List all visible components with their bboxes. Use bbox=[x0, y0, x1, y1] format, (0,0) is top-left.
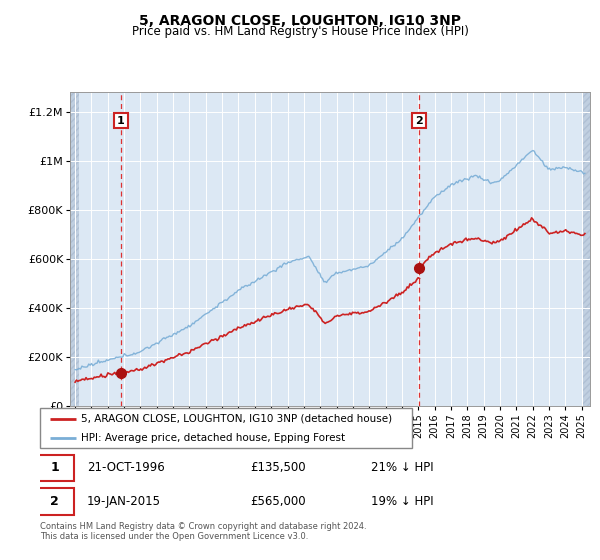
Text: 5, ARAGON CLOSE, LOUGHTON, IG10 3NP: 5, ARAGON CLOSE, LOUGHTON, IG10 3NP bbox=[139, 14, 461, 28]
FancyBboxPatch shape bbox=[35, 455, 74, 481]
Text: 2: 2 bbox=[415, 115, 423, 125]
Text: 1: 1 bbox=[50, 461, 59, 474]
Text: HPI: Average price, detached house, Epping Forest: HPI: Average price, detached house, Eppi… bbox=[81, 433, 345, 443]
Text: 5, ARAGON CLOSE, LOUGHTON, IG10 3NP (detached house): 5, ARAGON CLOSE, LOUGHTON, IG10 3NP (det… bbox=[81, 414, 392, 424]
FancyBboxPatch shape bbox=[35, 488, 74, 515]
Text: 19% ↓ HPI: 19% ↓ HPI bbox=[371, 495, 434, 508]
Text: 2: 2 bbox=[50, 495, 59, 508]
Text: £565,000: £565,000 bbox=[250, 495, 305, 508]
Text: 21% ↓ HPI: 21% ↓ HPI bbox=[371, 461, 434, 474]
Text: £135,500: £135,500 bbox=[250, 461, 305, 474]
Text: 1: 1 bbox=[117, 115, 125, 125]
FancyBboxPatch shape bbox=[40, 408, 412, 448]
Text: Price paid vs. HM Land Registry's House Price Index (HPI): Price paid vs. HM Land Registry's House … bbox=[131, 25, 469, 38]
Bar bbox=[70, 92, 79, 406]
Bar bbox=[581, 92, 590, 406]
Text: Contains HM Land Registry data © Crown copyright and database right 2024.
This d: Contains HM Land Registry data © Crown c… bbox=[40, 522, 367, 542]
Text: 21-OCT-1996: 21-OCT-1996 bbox=[87, 461, 165, 474]
Text: 19-JAN-2015: 19-JAN-2015 bbox=[87, 495, 161, 508]
